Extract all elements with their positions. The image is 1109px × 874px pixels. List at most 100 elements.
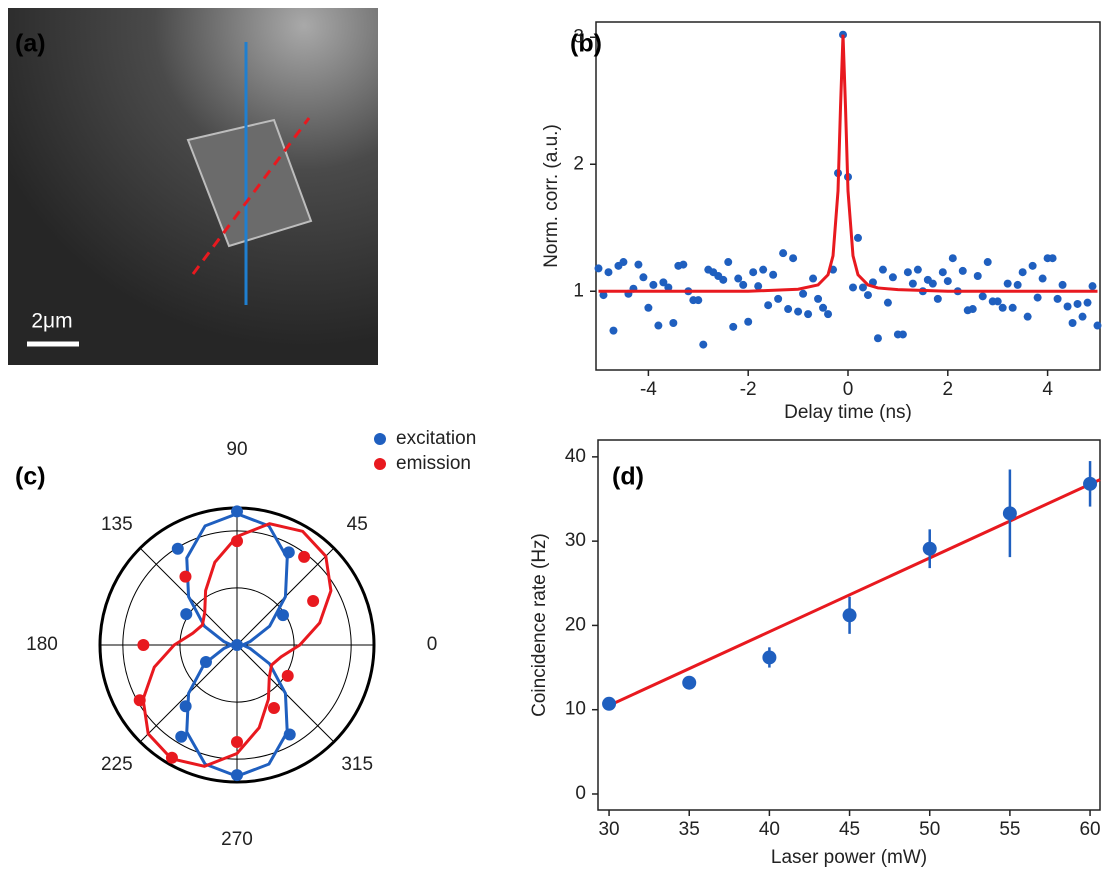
y-tick-label: 2	[573, 153, 584, 174]
legend-label: emission	[396, 453, 471, 474]
data-point	[682, 676, 696, 690]
data-point	[879, 266, 887, 274]
panel-label: (d)	[612, 463, 644, 491]
data-point	[764, 301, 772, 309]
y-tick-label: 0	[575, 783, 586, 804]
data-point	[719, 276, 727, 284]
data-point	[231, 639, 243, 651]
data-point	[679, 261, 687, 269]
x-tick-label: 0	[843, 379, 854, 400]
scale-label: 2μm	[31, 310, 72, 333]
image-label: Cube 1	[432, 30, 500, 53]
data-point	[934, 295, 942, 303]
x-axis-label: Laser power (mW)	[771, 847, 927, 868]
data-point	[984, 258, 992, 266]
data-point	[298, 551, 310, 563]
data-point	[819, 304, 827, 312]
data-point	[809, 275, 817, 283]
data-point	[739, 281, 747, 289]
legend-label: excitation	[396, 428, 476, 449]
x-tick-label: 2	[943, 379, 954, 400]
data-point	[944, 277, 952, 285]
data-point	[799, 290, 807, 298]
data-point	[1024, 313, 1032, 321]
data-point	[1084, 299, 1092, 307]
data-point	[824, 310, 832, 318]
x-tick-label: 45	[839, 819, 860, 840]
data-point	[639, 273, 647, 281]
data-point	[1019, 268, 1027, 276]
data-point	[231, 535, 243, 547]
x-axis-label: Delay time (ns)	[784, 402, 912, 423]
data-point	[923, 542, 937, 556]
panel-label: (c)	[15, 463, 46, 491]
x-tick-label: -4	[640, 379, 657, 400]
data-point	[268, 702, 280, 714]
angle-label: 180	[26, 634, 58, 655]
data-point	[979, 292, 987, 300]
data-point	[762, 650, 776, 664]
data-point	[904, 268, 912, 276]
data-point	[1034, 294, 1042, 302]
angle-label: 270	[221, 829, 253, 850]
data-point	[794, 308, 802, 316]
x-tick-label: 35	[679, 819, 700, 840]
data-point	[619, 258, 627, 266]
data-point	[974, 272, 982, 280]
panel-label: (a)	[15, 30, 46, 58]
x-tick-label: 30	[598, 819, 619, 840]
data-point	[759, 266, 767, 274]
data-point	[609, 327, 617, 335]
data-point	[749, 268, 757, 276]
data-point	[1029, 262, 1037, 270]
data-point	[180, 608, 192, 620]
data-point	[899, 330, 907, 338]
data-point	[1003, 506, 1017, 520]
y-tick-label: 20	[565, 614, 586, 635]
data-point	[724, 258, 732, 266]
data-point	[1094, 322, 1102, 330]
data-point	[644, 304, 652, 312]
data-point	[734, 275, 742, 283]
data-point	[814, 295, 822, 303]
data-point	[779, 249, 787, 257]
data-point	[1039, 275, 1047, 283]
angle-label: 315	[341, 754, 373, 775]
data-point	[200, 656, 212, 668]
data-point	[969, 305, 977, 313]
data-point	[864, 291, 872, 299]
data-point	[1004, 280, 1012, 288]
data-point	[1049, 254, 1057, 262]
data-point	[1079, 313, 1087, 321]
data-point	[884, 299, 892, 307]
data-point	[669, 319, 677, 327]
y-tick-label: 10	[565, 699, 586, 720]
data-point	[179, 571, 191, 583]
data-point	[134, 694, 146, 706]
data-point	[1069, 319, 1077, 327]
data-point	[604, 268, 612, 276]
data-point	[854, 234, 862, 242]
angle-label: 0	[427, 634, 438, 655]
data-point	[694, 296, 702, 304]
angle-label: 135	[101, 514, 133, 535]
data-point	[180, 700, 192, 712]
data-point	[1059, 281, 1067, 289]
data-point	[1074, 300, 1082, 308]
data-point	[277, 609, 289, 621]
data-point	[939, 268, 947, 276]
y-tick-label: 40	[565, 446, 586, 467]
y-tick-label: 1	[573, 280, 584, 301]
data-point	[634, 261, 642, 269]
figure: (a) Cube 1 2μm (b)-4-2024123Delay time (…	[0, 0, 1109, 874]
legend-marker	[374, 433, 386, 445]
y-axis-label: Norm. corr. (a.u.)	[541, 124, 562, 268]
data-point	[789, 254, 797, 262]
angle-label: 90	[226, 439, 247, 460]
y-tick-label: 3	[573, 26, 584, 47]
data-point	[602, 697, 616, 711]
data-point	[729, 323, 737, 331]
data-point	[1054, 295, 1062, 303]
data-point	[959, 267, 967, 275]
data-point	[307, 595, 319, 607]
